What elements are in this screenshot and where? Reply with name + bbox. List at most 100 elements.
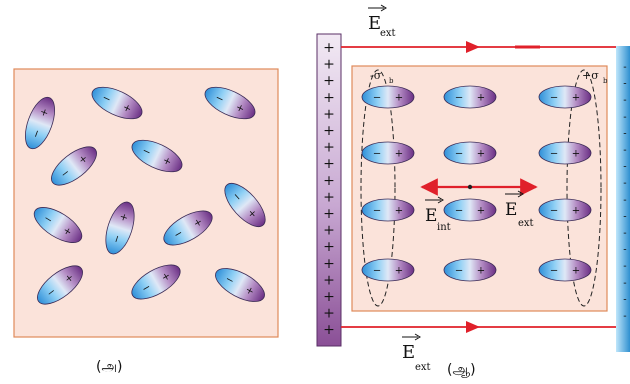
- svg-text:+: +: [395, 149, 403, 160]
- plus-sign: +: [323, 156, 335, 172]
- svg-text:b: b: [389, 77, 394, 85]
- svg-text:+σ: +σ: [582, 69, 599, 82]
- svg-text:E: E: [505, 200, 517, 220]
- minus-sign: -: [623, 261, 626, 272]
- svg-text:−: −: [30, 128, 43, 140]
- positive-plate-signs: ++++++++++++++++++: [323, 40, 335, 338]
- minus-sign: -: [623, 278, 626, 289]
- svg-text:−: −: [455, 149, 463, 160]
- svg-text:+: +: [477, 266, 485, 277]
- positive-bound-charge-region: [566, 69, 602, 307]
- minus-sign: -: [623, 294, 626, 305]
- svg-text:b: b: [603, 77, 608, 85]
- right-panel: ++++++++++++++++++ ---------------- − + − +…: [316, 4, 630, 378]
- negative-plate: [616, 46, 630, 352]
- plus-sign: +: [323, 189, 335, 205]
- left-panel: −+−+−+−+−+−+−+−+−+−+−+ −+ (அ): [13, 68, 279, 375]
- dipole-molecule-icon: −+: [538, 141, 592, 165]
- negative-bound-charge-region: [360, 69, 396, 307]
- dipole-molecule-icon: −+: [443, 258, 497, 282]
- svg-text:+: +: [118, 212, 131, 223]
- svg-text:+: +: [572, 206, 580, 217]
- svg-text:ext: ext: [518, 218, 534, 229]
- plus-sign: +: [323, 73, 335, 89]
- E-ext-inner-label: E ext: [505, 190, 534, 229]
- dipole-molecule-icon: −+: [443, 198, 497, 222]
- negative-plate-signs: - - - - - - - - - - - - - - - -: [623, 62, 626, 322]
- positive-plate: [316, 33, 342, 347]
- minus-sign: -: [623, 112, 626, 123]
- dipole-molecule-icon: −+: [131, 264, 181, 300]
- dipole-molecule-icon: −+: [25, 96, 55, 150]
- svg-text:−: −: [455, 206, 463, 217]
- svg-text:-σ: -σ: [370, 69, 382, 82]
- svg-text:−: −: [550, 266, 558, 277]
- plus-sign: +: [323, 106, 335, 122]
- dipole-molecule-icon: −+: [131, 139, 183, 173]
- plus-sign: +: [323, 272, 335, 288]
- dipole-molecule-icon: −+: [204, 86, 256, 120]
- field-origin-dot: [467, 184, 473, 190]
- svg-text:E: E: [402, 342, 415, 363]
- dipole-molecule-icon: −+: [538, 85, 592, 109]
- minus-sign: -: [623, 145, 626, 156]
- dipole-molecule-icon: −+: [215, 268, 265, 302]
- svg-text:+: +: [477, 93, 485, 104]
- svg-text:ext: ext: [415, 362, 431, 373]
- dipole-molecule-icon: −+: [33, 207, 83, 243]
- svg-text:+: +: [572, 93, 580, 104]
- bottom-E-ext-label: E ext: [402, 333, 431, 373]
- bottom-field-arrow-icon: [466, 321, 480, 333]
- svg-text:−: −: [373, 149, 381, 160]
- dipole-molecule-icon: −+: [443, 141, 497, 165]
- plus-sign: +: [323, 173, 335, 189]
- svg-text:+: +: [572, 266, 580, 277]
- top-E-ext-label: E ext: [368, 4, 396, 39]
- svg-text:+: +: [121, 102, 133, 116]
- svg-text:+: +: [477, 149, 485, 160]
- minus-sign: -: [623, 128, 626, 139]
- svg-text:−: −: [550, 93, 558, 104]
- svg-text:−: −: [550, 206, 558, 217]
- dipole-molecule-icon: −+: [37, 265, 83, 305]
- svg-text:−: −: [111, 233, 124, 244]
- dipole-molecule-icon: −+: [538, 198, 592, 222]
- svg-text:E: E: [368, 13, 381, 34]
- minus-sign: -: [623, 311, 626, 322]
- plus-sign: +: [323, 123, 335, 139]
- svg-text:+: +: [161, 155, 173, 169]
- svg-text:+: +: [234, 102, 246, 116]
- minus-sign: -: [623, 195, 626, 206]
- right-molecules: − + − + − +− + − + − +− + − + − +− + − + − +: [361, 85, 592, 282]
- plus-sign: +: [323, 206, 335, 222]
- minus-sign: -: [623, 228, 626, 239]
- plus-sign: +: [323, 223, 335, 239]
- top-field-arrow-icon: [466, 41, 480, 53]
- minus-sign: -: [623, 245, 626, 256]
- plus-sign: +: [323, 90, 335, 106]
- right-caption: (ஆ): [447, 362, 476, 378]
- minus-sign: -: [623, 211, 626, 222]
- left-caption: (அ): [96, 359, 122, 375]
- plus-sign: +: [323, 306, 335, 322]
- svg-text:ext: ext: [380, 28, 396, 39]
- minus-sign: -: [623, 95, 626, 106]
- minus-sign: -: [623, 162, 626, 173]
- plus-sign: +: [323, 289, 335, 305]
- E-int-label: E int: [425, 196, 451, 233]
- dipole-molecule-icon: −+: [361, 258, 415, 282]
- dipole-molecule-icon: −+: [443, 85, 497, 109]
- svg-text:−: −: [373, 206, 381, 217]
- svg-text:−: −: [373, 93, 381, 104]
- dipole-molecule-icon: −+: [51, 146, 97, 186]
- plus-sign: +: [323, 322, 335, 338]
- plus-sign: +: [323, 57, 335, 73]
- plus-sign: +: [323, 140, 335, 156]
- svg-text:+: +: [395, 266, 403, 277]
- left-molecules: −+−+−+−+−+−+−+−+−+−+−+ −+: [25, 86, 266, 305]
- svg-text:−: −: [373, 266, 381, 277]
- dipole-molecule-icon: −+: [361, 85, 415, 109]
- plus-sign: +: [323, 256, 335, 272]
- svg-text:E: E: [425, 206, 437, 226]
- minus-sign: -: [623, 62, 626, 73]
